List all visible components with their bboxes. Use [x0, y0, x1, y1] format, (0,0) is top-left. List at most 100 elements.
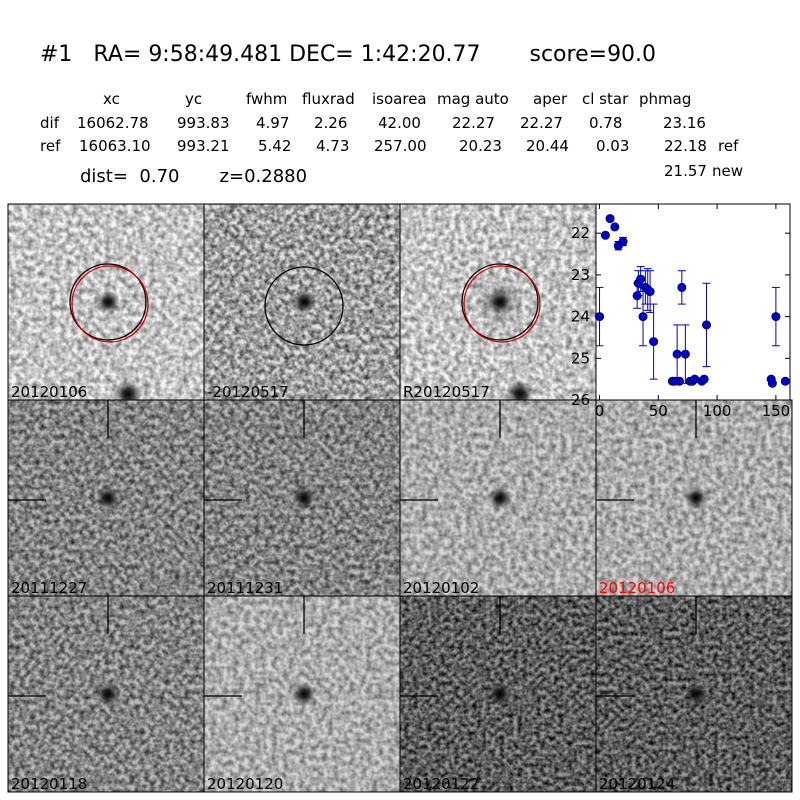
stamp-date-label: 20120118	[11, 775, 87, 793]
table-cell: 16063.10	[79, 137, 151, 155]
data-point	[677, 282, 687, 292]
stamp-date-label: R20120517	[403, 383, 490, 401]
column-header: mag auto	[437, 90, 509, 108]
stamp-date-label: 20120120	[207, 775, 283, 793]
image-stamp: 20120124	[595, 595, 793, 793]
x-tick-label: 50	[649, 402, 668, 420]
source-blob	[96, 682, 120, 706]
table-cell: 20.23	[459, 137, 502, 155]
table-cell: 993.83	[177, 114, 230, 132]
data-point	[672, 349, 682, 359]
data-point	[645, 287, 655, 297]
ra-label: RA=	[93, 42, 142, 67]
stamp-date-label: 20120106	[599, 579, 675, 597]
separation-summary: dist= 0.70 z=0.2880	[80, 166, 307, 187]
data-point	[780, 376, 790, 386]
data-point	[702, 320, 712, 330]
column-header: cl star	[582, 90, 629, 108]
dec-label: DEC=	[289, 42, 354, 67]
y-tick-label: 22	[571, 224, 590, 242]
table-cell: 22.18	[664, 137, 707, 155]
x-tick-label: 150	[762, 402, 791, 420]
data-point	[649, 337, 659, 347]
table-cell: 0.03	[596, 137, 630, 155]
data-point	[680, 349, 690, 359]
reference-circle	[463, 265, 541, 343]
stamp-date-label: 20111227	[11, 579, 87, 597]
stamp-date-label: -20120517	[207, 383, 289, 401]
image-stamp: 20120120	[203, 595, 401, 793]
image-stamp: 20120122	[399, 595, 597, 793]
stamp-date-label: 20120124	[599, 775, 675, 793]
table-cell: 2.26	[314, 114, 348, 132]
source-blob	[684, 682, 708, 706]
source-blob	[488, 486, 512, 510]
row-label: dif	[40, 114, 59, 132]
x-tick-label: 100	[703, 402, 732, 420]
z-label: z=	[219, 166, 245, 187]
column-header: phmag	[639, 90, 692, 108]
data-point	[674, 376, 684, 386]
table-cell: 4.73	[316, 137, 350, 155]
column-header: fluxrad	[302, 90, 355, 108]
table-cell: 22.27	[520, 114, 563, 132]
x-tick-label: 0	[595, 402, 605, 420]
source-blob	[488, 682, 512, 706]
y-tick-label: 23	[571, 266, 590, 284]
dist-label: dist=	[80, 166, 128, 187]
table-cell: 5.42	[258, 137, 292, 155]
score-label: score=	[529, 42, 608, 67]
column-header: fwhm	[246, 90, 288, 108]
data-point	[638, 312, 648, 322]
aperture-circle	[69, 263, 147, 341]
data-point	[767, 378, 777, 388]
image-stamp: R20120517	[399, 203, 597, 408]
dec-value: 1:42:20.77	[360, 42, 481, 67]
table-cell: 0.78	[589, 114, 623, 132]
reference-circle	[71, 265, 149, 343]
column-header: xc	[103, 90, 120, 108]
source-blob	[684, 486, 708, 510]
image-stamp: 20120102	[399, 399, 597, 597]
source-blob	[292, 682, 316, 706]
image-stamp: 20111227	[7, 399, 205, 597]
column-header: isoarea	[372, 90, 427, 108]
y-tick-label: 24	[571, 308, 590, 326]
ra-value: 9:58:49.481	[148, 42, 283, 67]
new-suffix: new	[712, 162, 744, 180]
row-label: ref	[40, 137, 61, 155]
source-blob	[488, 290, 512, 314]
data-point	[636, 274, 646, 284]
aperture-circle	[461, 263, 539, 341]
column-header: yc	[185, 90, 203, 108]
y-tick-label: 25	[571, 349, 590, 367]
y-tick-label: 26	[571, 391, 590, 409]
stamp-date-label: 20120106	[11, 383, 87, 401]
source-blob	[292, 290, 316, 314]
candidate-id: #1	[40, 42, 73, 67]
aperture-circle	[264, 266, 344, 346]
score-value: 90.0	[607, 42, 657, 67]
chart-frame	[595, 203, 791, 401]
data-point	[610, 222, 620, 232]
dist-value: 0.70	[139, 166, 180, 187]
data-point	[771, 312, 781, 322]
stamp-date-label: 20111231	[207, 579, 283, 597]
data-point	[595, 312, 605, 322]
table-cell: 16062.78	[77, 114, 149, 132]
source-blob	[96, 290, 120, 314]
new-phmag: 21.57	[664, 162, 707, 180]
image-stamp: 20120106	[595, 399, 793, 597]
table-cell: 4.97	[256, 114, 290, 132]
table-cell: 42.00	[378, 114, 421, 132]
light-curve-chart: 0 50 100 150 22 23 24 25 26	[571, 203, 791, 420]
candidate-title: #1 RA= 9:58:49.481 DEC= 1:42:20.77 score…	[40, 42, 656, 67]
table-cell: 23.16	[663, 114, 706, 132]
data-point	[699, 374, 709, 384]
table-cell: 20.44	[526, 137, 569, 155]
data-point	[600, 230, 610, 240]
ref-suffix: ref	[718, 137, 739, 155]
data-point	[618, 237, 628, 247]
